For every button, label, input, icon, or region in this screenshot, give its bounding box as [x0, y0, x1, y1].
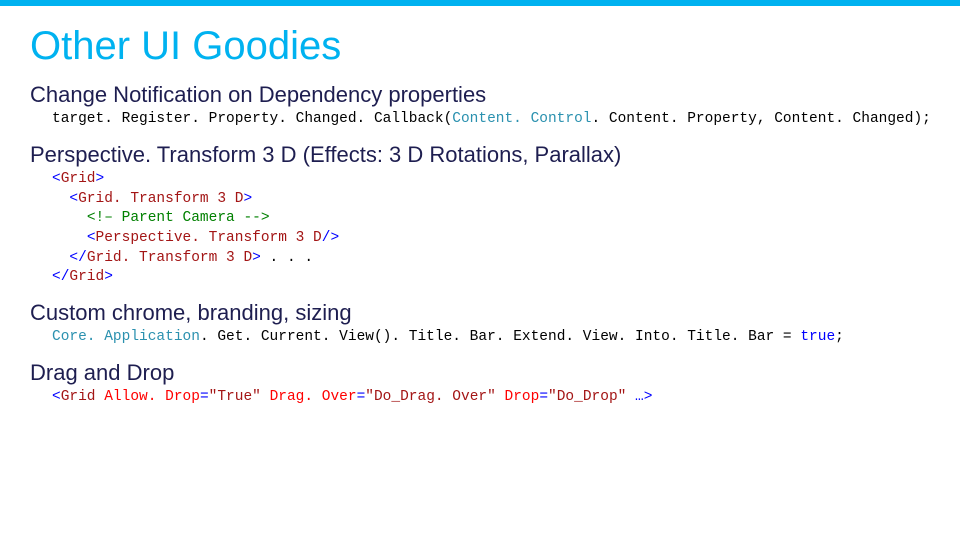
code-token: Core. Application	[52, 329, 200, 345]
code-token: Grid	[61, 389, 105, 405]
code-token: . Get. Current. View(). Title. Bar. Exte…	[200, 329, 800, 345]
code-token: Grid	[69, 269, 104, 285]
code-token: <	[52, 389, 61, 405]
code-token: . Content. Property, Content. Changed);	[592, 111, 931, 127]
code-token: =	[357, 389, 366, 405]
code-block-2: Core. Application. Get. Current. View().…	[30, 328, 930, 348]
section-heading-3: Drag and Drop	[30, 360, 930, 386]
code-token: <!– Parent Camera -->	[87, 210, 270, 226]
code-token: Grid. Transform 3 D	[78, 191, 243, 207]
code-token: Grid	[61, 171, 96, 187]
code-token: "Do_Drop"	[548, 389, 635, 405]
code-token: Drag. Over	[270, 389, 357, 405]
code-token	[52, 210, 87, 226]
code-token: >	[104, 269, 113, 285]
slide-body: Other UI Goodies Change Notification on …	[0, 6, 960, 540]
code-block-1: <Grid> <Grid. Transform 3 D> <!– Parent …	[30, 170, 930, 287]
code-token	[52, 250, 69, 266]
code-token	[52, 230, 87, 246]
code-block-0: target. Register. Property. Changed. Cal…	[30, 110, 930, 130]
code-token: Allow. Drop	[104, 389, 200, 405]
section-heading-2: Custom chrome, branding, sizing	[30, 300, 930, 326]
code-token: <	[69, 191, 78, 207]
code-token: =	[539, 389, 548, 405]
code-token: >	[252, 250, 261, 266]
code-token: …>	[635, 389, 652, 405]
section-heading-1: Perspective. Transform 3 D (Effects: 3 D…	[30, 142, 930, 168]
code-token: target. Register. Property. Changed. Cal…	[52, 111, 452, 127]
code-token: "True"	[209, 389, 270, 405]
code-token: >	[96, 171, 105, 187]
code-token: Drop	[505, 389, 540, 405]
code-token: ;	[835, 329, 844, 345]
code-token: >	[243, 191, 252, 207]
code-token: Perspective. Transform 3 D	[96, 230, 322, 246]
code-token: =	[200, 389, 209, 405]
code-token: <	[52, 171, 61, 187]
code-token: <	[87, 230, 96, 246]
code-token: "Do_Drag. Over"	[365, 389, 504, 405]
code-token: </	[69, 250, 86, 266]
code-token: </	[52, 269, 69, 285]
code-token: true	[800, 329, 835, 345]
code-token: . . .	[261, 250, 313, 266]
code-token: Grid. Transform 3 D	[87, 250, 252, 266]
code-token: />	[322, 230, 339, 246]
code-block-3: <Grid Allow. Drop="True" Drag. Over="Do_…	[30, 388, 930, 408]
code-token	[52, 191, 69, 207]
slide-title: Other UI Goodies	[30, 24, 930, 68]
code-token: Content. Control	[452, 111, 591, 127]
section-heading-0: Change Notification on Dependency proper…	[30, 82, 930, 108]
